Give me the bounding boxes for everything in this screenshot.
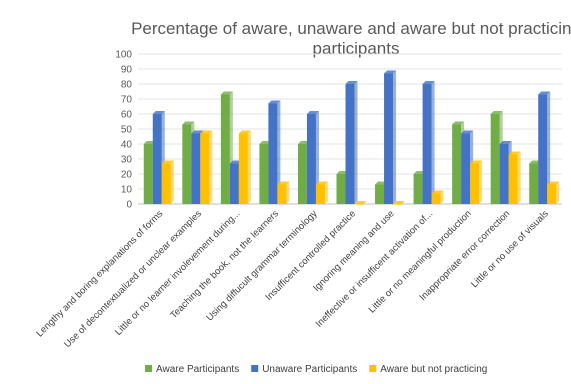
bar [315, 181, 328, 204]
bar [422, 81, 435, 204]
bar [547, 181, 560, 204]
y-tick-label: 10 [121, 185, 133, 196]
legend: Aware Participants Unaware Participants Aw… [145, 364, 487, 375]
chart-title-line-1: Percentage of aware, unaware and aware b… [131, 19, 571, 38]
y-tick-label: 100 [115, 50, 132, 61]
y-axis-ticks: 0 10 20 30 40 50 60 70 80 90 100 [115, 50, 132, 211]
bar [161, 160, 174, 204]
chart-title-line-2: participants [313, 39, 400, 58]
legend-item: Aware Participants [145, 364, 239, 375]
legend-swatch [369, 365, 377, 372]
legend-swatch [251, 365, 259, 372]
bars [143, 70, 560, 205]
x-category-label: Little or no use of visuals [469, 208, 551, 290]
bar [200, 130, 213, 204]
bar [238, 130, 251, 204]
legend-label: Aware but not practicing [380, 364, 487, 375]
bar [508, 151, 521, 204]
bar [277, 181, 290, 204]
bar [393, 201, 406, 205]
bar [431, 190, 444, 204]
x-category-label: Use of decontextualized or unclear examp… [62, 208, 204, 350]
legend-item: Unaware Participants [251, 364, 357, 375]
y-tick-label: 20 [121, 170, 133, 181]
bar [306, 111, 319, 204]
y-tick-label: 90 [121, 65, 133, 76]
x-axis-categories: Lengthy and boring explanations of forms… [34, 208, 551, 350]
bar [384, 70, 397, 204]
y-tick-label: 0 [126, 200, 132, 211]
y-tick-label: 70 [121, 95, 133, 106]
legend-label: Unaware Participants [262, 364, 357, 375]
bar [470, 160, 483, 204]
bar [354, 201, 367, 205]
y-tick-label: 30 [121, 155, 133, 166]
bar [538, 91, 551, 204]
legend-label: Aware Participants [156, 364, 239, 375]
bar [268, 100, 281, 204]
y-tick-label: 40 [121, 140, 133, 151]
legend-item: Aware but not practicing [369, 364, 487, 375]
legend-swatch [145, 365, 152, 372]
y-tick-label: 80 [121, 80, 133, 91]
y-tick-label: 50 [121, 125, 133, 136]
bar [345, 81, 358, 204]
y-tick-label: 60 [121, 110, 133, 121]
